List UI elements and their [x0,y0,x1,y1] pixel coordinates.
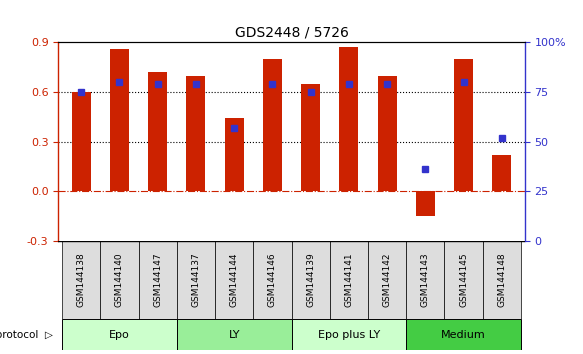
Bar [301,84,320,191]
Bar [62,241,100,319]
Text: GSM144143: GSM144143 [421,252,430,307]
Text: GSM144142: GSM144142 [382,252,392,307]
Bar [263,59,282,191]
Bar [253,241,292,319]
Bar [444,241,483,319]
Text: Epo plus LY: Epo plus LY [318,330,380,339]
Bar [177,241,215,319]
Text: GSM144139: GSM144139 [306,252,315,307]
Bar [406,241,444,319]
Bar [224,119,244,191]
Bar [187,75,205,191]
Text: GSM144146: GSM144146 [268,252,277,307]
Bar [416,191,435,216]
Bar [72,92,91,191]
Bar [292,319,406,350]
Text: LY: LY [229,330,240,339]
Bar [368,241,406,319]
Bar [139,241,177,319]
Bar [454,59,473,191]
Text: GSM144140: GSM144140 [115,252,124,307]
Text: GSM144144: GSM144144 [230,252,238,307]
Text: GSM144147: GSM144147 [153,252,162,307]
Text: GSM144145: GSM144145 [459,252,468,307]
Bar [406,319,521,350]
Text: growth protocol  ▷: growth protocol ▷ [0,330,52,339]
Bar [483,241,521,319]
Bar [100,241,139,319]
Bar [215,241,253,319]
Title: GDS2448 / 5726: GDS2448 / 5726 [234,26,349,40]
Text: Epo: Epo [109,330,130,339]
Text: GSM144148: GSM144148 [497,252,506,307]
Bar [492,155,511,191]
Bar [339,47,359,191]
Text: GSM144137: GSM144137 [191,252,201,307]
Bar [148,72,167,191]
Text: GSM144141: GSM144141 [345,252,353,307]
Text: Medium: Medium [441,330,486,339]
Bar [330,241,368,319]
Bar [378,75,396,191]
Text: GSM144138: GSM144138 [77,252,86,307]
Bar [292,241,330,319]
Bar [177,319,292,350]
Bar [110,49,129,191]
Bar [62,319,177,350]
